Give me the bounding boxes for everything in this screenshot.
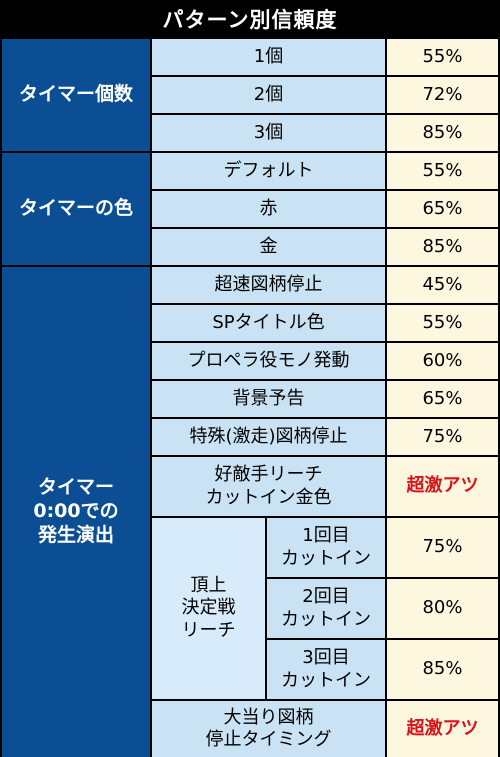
category-label: タイマーの色 [2,153,150,265]
row-label: 大当り図柄 停止タイミング [152,701,385,757]
subgroup-row-value: 75% [387,518,498,577]
row-value: 85% [387,229,498,265]
row-label: 背景予告 [152,381,385,417]
row-label: 超速図柄停止 [152,267,385,303]
row-value: 超激アツ [387,457,498,516]
subgroup-row-label: 1回目 カットイン [267,518,385,577]
category-label: タイマー 0:00での 発生演出 [2,267,150,757]
row-label: 金 [152,229,385,265]
row-value: 超激アツ [387,701,498,757]
table-title: パターン別信頼度 [0,0,500,37]
row-label: デフォルト [152,153,385,189]
row-value: 65% [387,381,498,417]
subgroup-row-value: 80% [387,579,498,638]
row-value: 85% [387,115,498,151]
subgroup-row-label: 3回目 カットイン [267,640,385,699]
row-value: 55% [387,39,498,75]
row-value: 72% [387,77,498,113]
row-label: プロペラ役モノ発動 [152,343,385,379]
category-label: タイマー個数 [2,39,150,151]
row-value: 75% [387,419,498,455]
subgroup-label: 頂上 決定戦 リーチ [152,518,265,699]
row-value: 65% [387,191,498,227]
row-value: 55% [387,305,498,341]
row-label: 特殊(激走)図柄停止 [152,419,385,455]
row-label: 1個 [152,39,385,75]
subgroup-row-label: 2回目 カットイン [267,579,385,638]
row-label: 好敵手リーチ カットイン金色 [152,457,385,516]
row-value: 60% [387,343,498,379]
row-value: 45% [387,267,498,303]
row-value: 55% [387,153,498,189]
row-label: SPタイトル色 [152,305,385,341]
row-label: 2個 [152,77,385,113]
row-label: 赤 [152,191,385,227]
row-label: 3個 [152,115,385,151]
subgroup-row-value: 85% [387,640,498,699]
